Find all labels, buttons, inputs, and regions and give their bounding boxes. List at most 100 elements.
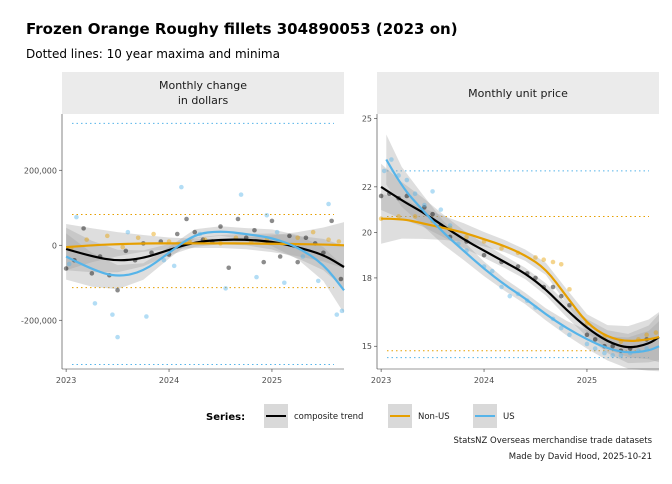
legend-item-nonus: Non-US — [388, 404, 450, 428]
x-tick-label: 2025 — [262, 376, 282, 385]
data-point-us — [499, 284, 504, 290]
data-point-us — [404, 177, 410, 183]
data-point-us — [125, 229, 131, 235]
confidence-band-compositetrend — [381, 163, 659, 364]
panel-strip-right — [377, 72, 659, 114]
data-point-us — [110, 312, 115, 317]
data-point-compositetrend — [610, 343, 615, 349]
data-point-nonus — [412, 214, 418, 219]
data-point-us — [610, 353, 615, 358]
data-point-us — [300, 254, 306, 259]
data-point-us — [389, 157, 394, 162]
legend-item-us: US — [473, 404, 515, 428]
data-point-us — [618, 353, 624, 358]
panel-monthly-change: Monthly change in dollars 2023 2024 2025 20… — [21, 72, 345, 385]
data-point-us — [592, 346, 598, 351]
data-point-us — [430, 189, 435, 194]
x-tick-label: 2023 — [371, 376, 391, 385]
data-point-nonus — [541, 257, 547, 263]
data-point-us — [422, 202, 427, 208]
data-point-compositetrend — [584, 332, 590, 338]
trend-line-nonus — [66, 242, 345, 249]
legend-label-nonus: Non-US — [418, 412, 450, 422]
data-point-compositetrend — [63, 266, 69, 271]
legend-label-us: US — [503, 412, 515, 422]
confidence-band-nonus — [66, 222, 344, 271]
data-point-compositetrend — [218, 224, 223, 229]
data-point-us — [602, 350, 607, 356]
data-point-nonus — [533, 255, 538, 260]
data-point-nonus — [326, 237, 331, 242]
caption-author: Made by David Hood, 2025-10-21 — [509, 452, 652, 462]
data-point-nonus — [653, 330, 659, 335]
data-point-nonus — [558, 261, 564, 267]
data-point-us — [447, 223, 453, 228]
legend-title: Series: — [206, 412, 245, 423]
data-point-compositetrend — [295, 259, 300, 265]
data-point-us — [339, 308, 345, 314]
chart-subtitle: Dotted lines: 10 year maxima and minima — [26, 47, 280, 61]
data-point-compositetrend — [550, 284, 556, 290]
data-point-compositetrend — [184, 216, 189, 222]
legend: Series: composite trend Non-US US — [206, 404, 515, 428]
data-point-us — [334, 312, 340, 317]
strip-label-left-line1: Monthly change — [159, 79, 247, 92]
data-point-compositetrend — [430, 211, 435, 217]
y-tick-label: -200,000 — [21, 316, 57, 325]
data-point-nonus — [84, 237, 90, 242]
confidence-band-us — [66, 226, 344, 314]
data-point-compositetrend — [261, 259, 267, 265]
x-tick-label: 2023 — [56, 376, 76, 385]
data-point-compositetrend — [329, 218, 334, 224]
chart-title: Frozen Orange Roughy fillets 304890053 (… — [26, 20, 458, 38]
data-point-us — [223, 286, 228, 291]
data-point-compositetrend — [149, 250, 154, 256]
strip-label-right: Monthly unit price — [468, 87, 568, 100]
strip-label-left-line2: in dollars — [178, 94, 229, 107]
data-point-compositetrend — [174, 231, 180, 237]
data-point-us — [438, 207, 444, 212]
trend-line-us — [385, 158, 660, 354]
data-point-us — [179, 184, 184, 190]
data-point-nonus — [135, 235, 141, 241]
data-point-us — [238, 192, 244, 197]
data-point-compositetrend — [338, 276, 344, 282]
data-point-compositetrend — [277, 254, 283, 259]
data-point-us — [282, 280, 287, 286]
data-point-nonus — [104, 233, 110, 239]
data-point-nonus — [120, 244, 126, 250]
trend-line-compositetrend — [380, 185, 660, 349]
data-point-compositetrend — [89, 271, 95, 276]
data-point-compositetrend — [592, 337, 598, 342]
data-point-us — [489, 268, 495, 274]
data-point-us — [584, 341, 590, 347]
data-point-compositetrend — [558, 293, 564, 299]
y-tick-label: 22 — [362, 183, 372, 192]
data-point-compositetrend — [378, 193, 384, 199]
data-point-us — [381, 168, 387, 174]
trend-line-us — [65, 230, 345, 291]
data-point-us — [264, 212, 270, 218]
data-point-compositetrend — [235, 216, 241, 222]
data-point-us — [558, 325, 564, 331]
y-tick-label: 15 — [362, 342, 372, 351]
data-point-us — [74, 214, 79, 220]
data-point-nonus — [396, 214, 401, 219]
data-point-us — [412, 191, 418, 196]
data-point-nonus — [295, 235, 300, 241]
y-tick-label: 18 — [362, 274, 372, 283]
data-point-compositetrend — [287, 233, 292, 239]
data-point-compositetrend — [269, 218, 275, 224]
data-point-nonus — [644, 332, 649, 338]
y-tick-label: 25 — [362, 115, 372, 124]
data-point-us — [115, 334, 120, 340]
data-point-compositetrend — [226, 265, 232, 271]
data-point-nonus — [464, 234, 469, 240]
data-point-compositetrend — [567, 302, 572, 308]
plot-area-right — [377, 114, 659, 369]
panel-unit-price: Monthly unit price 2023 2024 2025 25 22 20 18 1… — [362, 72, 660, 385]
data-point-nonus — [499, 246, 504, 251]
panel-strip-left — [62, 72, 344, 114]
data-point-compositetrend — [252, 227, 257, 233]
legend-label-composite: composite trend — [294, 412, 363, 422]
